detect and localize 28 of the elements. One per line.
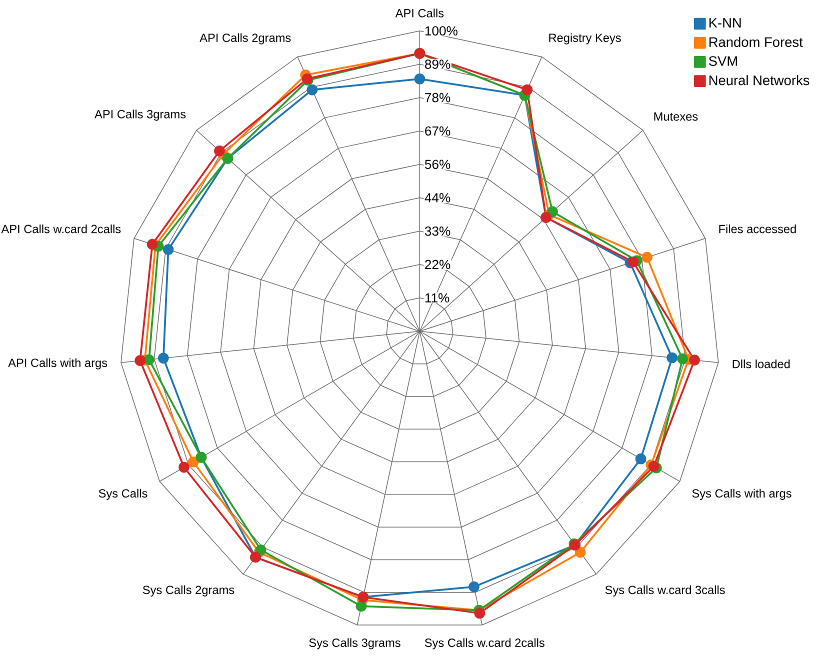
legend-label: Random Forest: [709, 37, 803, 48]
y-tick-label: 11%: [425, 294, 450, 303]
spoke-label: Sys Calls 2grams: [142, 586, 234, 597]
y-tick-label: 56%: [424, 160, 450, 170]
y-tick-label: 44%: [424, 193, 450, 203]
y-tick-label: 89%: [425, 60, 450, 70]
spoke-label: Sys Calls: [98, 489, 148, 500]
spoke-label: Dlls loaded: [732, 360, 790, 368]
spoke-label: Sys Calls w.card 2calls: [424, 638, 544, 650]
spoke-label: Mutexes: [654, 112, 698, 121]
spoke-label: Sys Calls w.card 3calls: [605, 586, 725, 597]
y-tick-label: 67%: [425, 126, 450, 136]
legend-label: Neural Networks: [709, 75, 810, 86]
spoke-label: Sys Calls with args: [692, 489, 792, 500]
y-tick-label: 22%: [425, 260, 450, 270]
y-tick-label: 33%: [424, 226, 450, 236]
legend-label: K-NN: [709, 18, 741, 28]
spoke-label: Sys Calls 3grams: [309, 638, 400, 650]
spoke-label: API Calls w.card 2calls: [1, 224, 121, 234]
spoke-label: API Calls 2grams: [200, 34, 291, 45]
spoke-label: API Calls 3grams: [94, 110, 186, 121]
y-tick-label: 100%: [425, 26, 458, 36]
legend-label: SVM: [708, 56, 737, 66]
spoke-label: Registry Keys: [549, 34, 621, 45]
spoke-label: Files accessed: [719, 224, 796, 234]
spoke-label: API Calls with args: [8, 358, 108, 370]
y-tick-label: 78%: [425, 93, 450, 103]
spoke-label: API Calls: [395, 8, 444, 18]
